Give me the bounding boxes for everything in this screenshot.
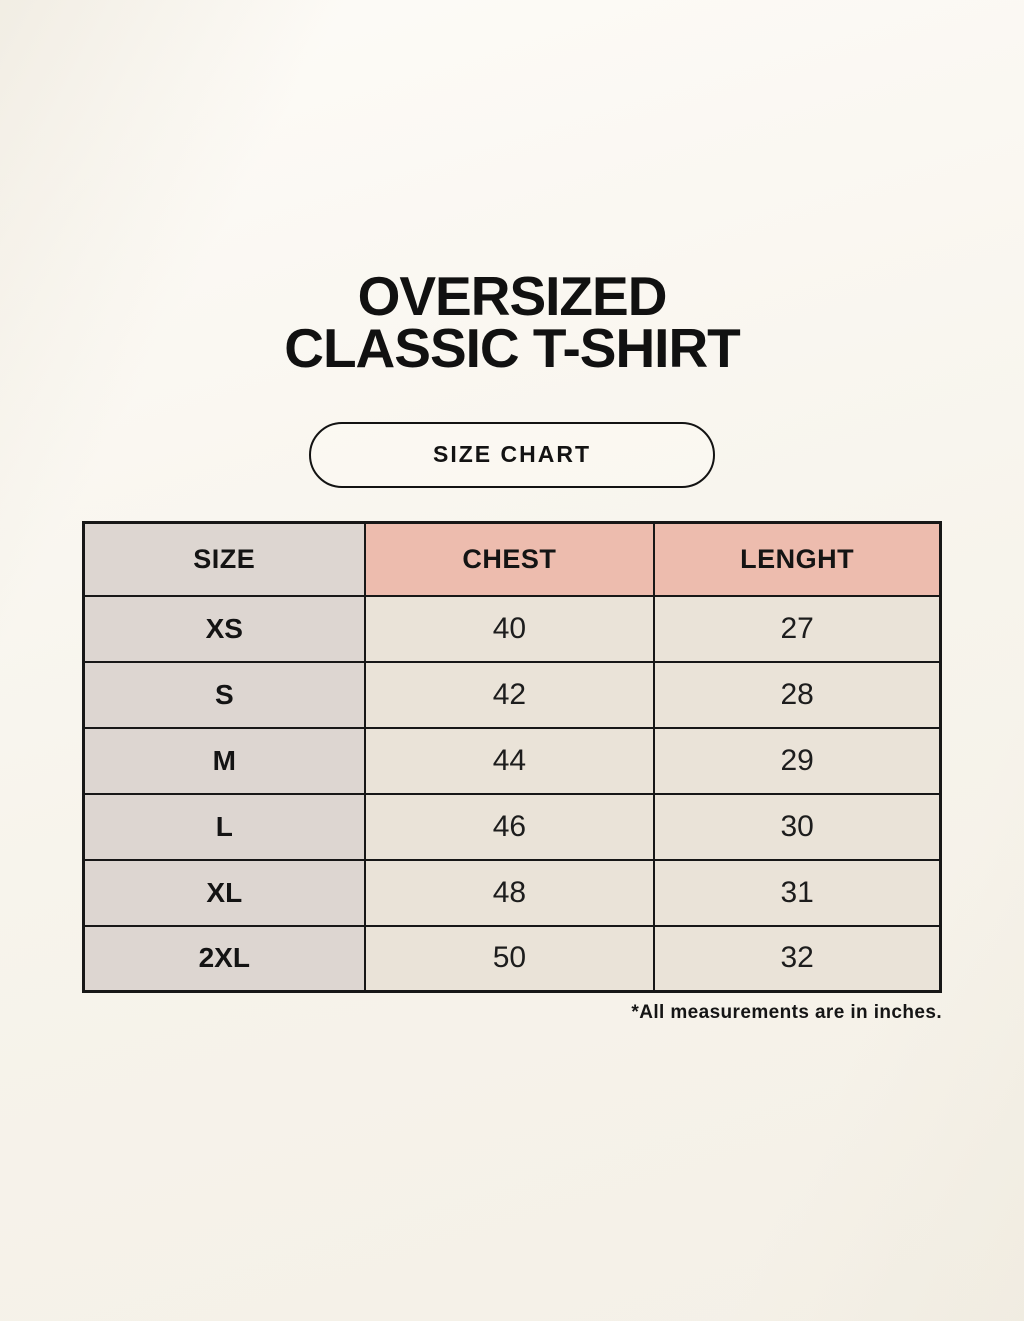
lenght-cell: 30 <box>653 792 942 861</box>
header-cell-size: SIZE <box>82 521 366 597</box>
table-row-s: S 42 28 <box>82 660 942 729</box>
table-row-l: L 46 30 <box>82 792 942 861</box>
header-row: SIZE CHEST LENGHT <box>82 521 942 597</box>
chest-cell: 40 <box>363 594 656 663</box>
product-title-line-2: CLASSIC T-SHIRT <box>284 317 741 379</box>
lenght-cell: 27 <box>653 594 942 663</box>
chest-cell: 44 <box>363 726 656 795</box>
size-cell: L <box>82 792 366 861</box>
size-chart-table: SIZE CHEST LENGHT XS 40 27 S 42 28 M 44 … <box>82 521 942 993</box>
size-cell: XS <box>82 594 366 663</box>
product-title-line-1: OVERSIZED <box>357 265 668 327</box>
chest-cell: 42 <box>363 660 656 729</box>
measurements-footnote: *All measurements are in inches. <box>631 1002 942 1023</box>
size-cell: 2XL <box>82 924 366 993</box>
table-row-m: M 44 29 <box>82 726 942 795</box>
chest-cell: 48 <box>363 858 656 927</box>
size-cell: S <box>82 660 366 729</box>
lenght-cell: 32 <box>653 924 942 993</box>
header-cell-chest: CHEST <box>363 521 656 597</box>
size-chart-badge[interactable]: SIZE CHART <box>309 422 715 488</box>
chest-cell: 46 <box>363 792 656 861</box>
chest-cell: 50 <box>363 924 656 993</box>
header-cell-lenght: LENGHT <box>653 521 942 597</box>
table-row-xl: XL 48 31 <box>82 858 942 927</box>
product-title: OVERSIZED CLASSIC T-SHIRT <box>0 265 1024 379</box>
size-cell: XL <box>82 858 366 927</box>
table-row-2xl: 2XL 50 32 <box>82 924 942 993</box>
lenght-cell: 28 <box>653 660 942 729</box>
size-cell: M <box>82 726 366 795</box>
table-row-xs: XS 40 27 <box>82 594 942 663</box>
lenght-cell: 29 <box>653 726 942 795</box>
lenght-cell: 31 <box>653 858 942 927</box>
